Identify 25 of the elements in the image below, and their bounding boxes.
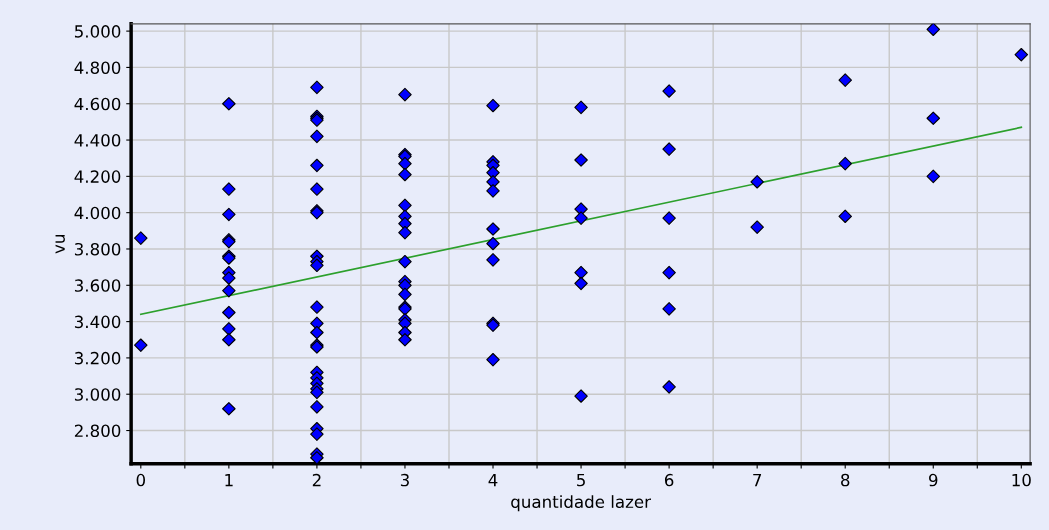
- x-tick-label: 7: [753, 473, 762, 487]
- y-tick-label: 4.200: [74, 170, 121, 183]
- y-axis-title: vu: [55, 235, 65, 254]
- y-tick-label: 2.800: [74, 424, 121, 438]
- y-tick-label: 3.200: [74, 351, 121, 365]
- y-tick-label: 4.400: [74, 134, 121, 147]
- y-tick-label: 4.800: [74, 61, 121, 74]
- x-tick-label: 6: [664, 473, 674, 487]
- x-tick-label: 3: [400, 473, 409, 487]
- y-tick-label: 3.400: [74, 315, 121, 329]
- y-tick-label: 4.600: [74, 97, 121, 111]
- y-tick-label: 3.600: [74, 279, 121, 292]
- x-tick-label: 10: [1012, 473, 1031, 487]
- x-tick-label: 9: [929, 473, 938, 487]
- x-tick-label: 2: [312, 473, 321, 487]
- x-tick-label: 8: [841, 473, 850, 487]
- y-tick-label: 4.000: [74, 206, 121, 220]
- x-tick-label: 0: [136, 473, 146, 487]
- x-tick-label: 4: [488, 473, 498, 487]
- y-tick-label: 3.000: [74, 388, 121, 401]
- y-tick-label: 3.800: [74, 242, 121, 256]
- y-tick-label: 5.000: [74, 25, 121, 38]
- x-axis-title: quantidade lazer: [511, 495, 651, 512]
- x-tick-label: 1: [225, 473, 233, 487]
- x-tick-label: 5: [577, 473, 585, 487]
